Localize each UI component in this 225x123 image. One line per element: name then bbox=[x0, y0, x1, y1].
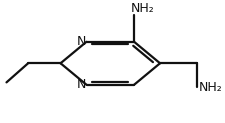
Text: N: N bbox=[77, 78, 86, 91]
Text: N: N bbox=[77, 35, 86, 48]
Text: NH₂: NH₂ bbox=[198, 81, 222, 94]
Text: NH₂: NH₂ bbox=[130, 2, 154, 15]
